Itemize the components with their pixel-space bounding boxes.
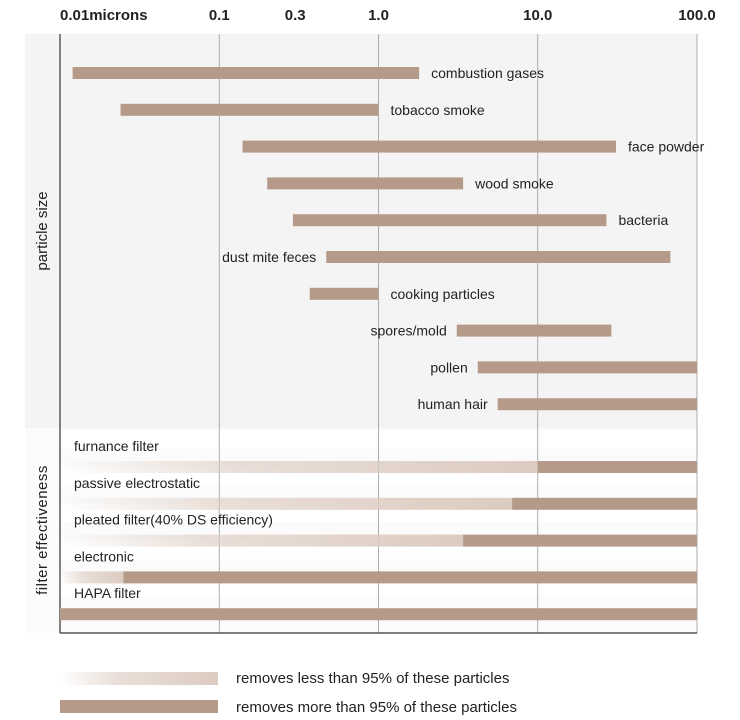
legend-label: removes less than 95% of these particles (236, 670, 509, 687)
filter-partial-bar (60, 461, 538, 473)
filter-effective-bar (463, 534, 697, 547)
filter-partial-bar (60, 497, 513, 510)
filter-effective-bar (537, 461, 697, 473)
filter-label: HAPA filter (74, 585, 141, 601)
particle-label: pollen (430, 359, 467, 375)
particle-size-label: particle size (34, 191, 51, 270)
particle-bar (72, 67, 420, 79)
x-tick-label: 0.3 (285, 7, 306, 24)
filter-label: passive electrostatic (74, 475, 200, 491)
particle-label: tobacco smoke (391, 102, 485, 118)
filter-effectiveness-label: filter effectiveness (34, 465, 51, 595)
particle-bar (326, 251, 671, 263)
legend-solid-swatch (60, 700, 218, 713)
particle-bar (456, 324, 612, 337)
filter-label: pleated filter(40% DS efficiency) (74, 512, 273, 528)
filter-partial-bar (60, 534, 464, 547)
filter-effective-bar (512, 497, 697, 510)
particle-label: cooking particles (391, 286, 495, 302)
particle-label: face powder (628, 139, 705, 155)
particle-bar (477, 361, 697, 374)
legend-label: removes more than 95% of these particles (236, 699, 517, 716)
filter-label: furnance filter (74, 438, 159, 454)
legend-gradient-swatch (60, 672, 218, 685)
particle-bar (497, 398, 697, 411)
filter-label: electronic (74, 548, 134, 564)
filter-effective-bar (123, 571, 697, 584)
particle-bar (292, 214, 607, 227)
x-tick-label: 100.0 (678, 7, 716, 24)
particle-label: combustion gases (431, 65, 544, 81)
filter-panel (25, 428, 697, 633)
x-tick-label: 0.01microns (60, 7, 148, 24)
particle-label: bacteria (618, 212, 668, 228)
particle-bar (267, 177, 464, 190)
filter-effective-bar (60, 608, 697, 621)
particle-bar (309, 287, 379, 300)
particle-bar (242, 140, 616, 153)
particle-label: human hair (418, 396, 488, 412)
particle-label: dust mite feces (222, 249, 316, 265)
filter-partial-bar (60, 571, 124, 584)
x-tick-label: 1.0 (368, 7, 389, 24)
particle-bar (120, 103, 379, 116)
particle-label: spores/mold (370, 323, 446, 339)
particle-label: wood smoke (474, 175, 554, 191)
x-tick-label: 10.0 (523, 7, 552, 24)
x-tick-label: 0.1 (209, 7, 230, 24)
